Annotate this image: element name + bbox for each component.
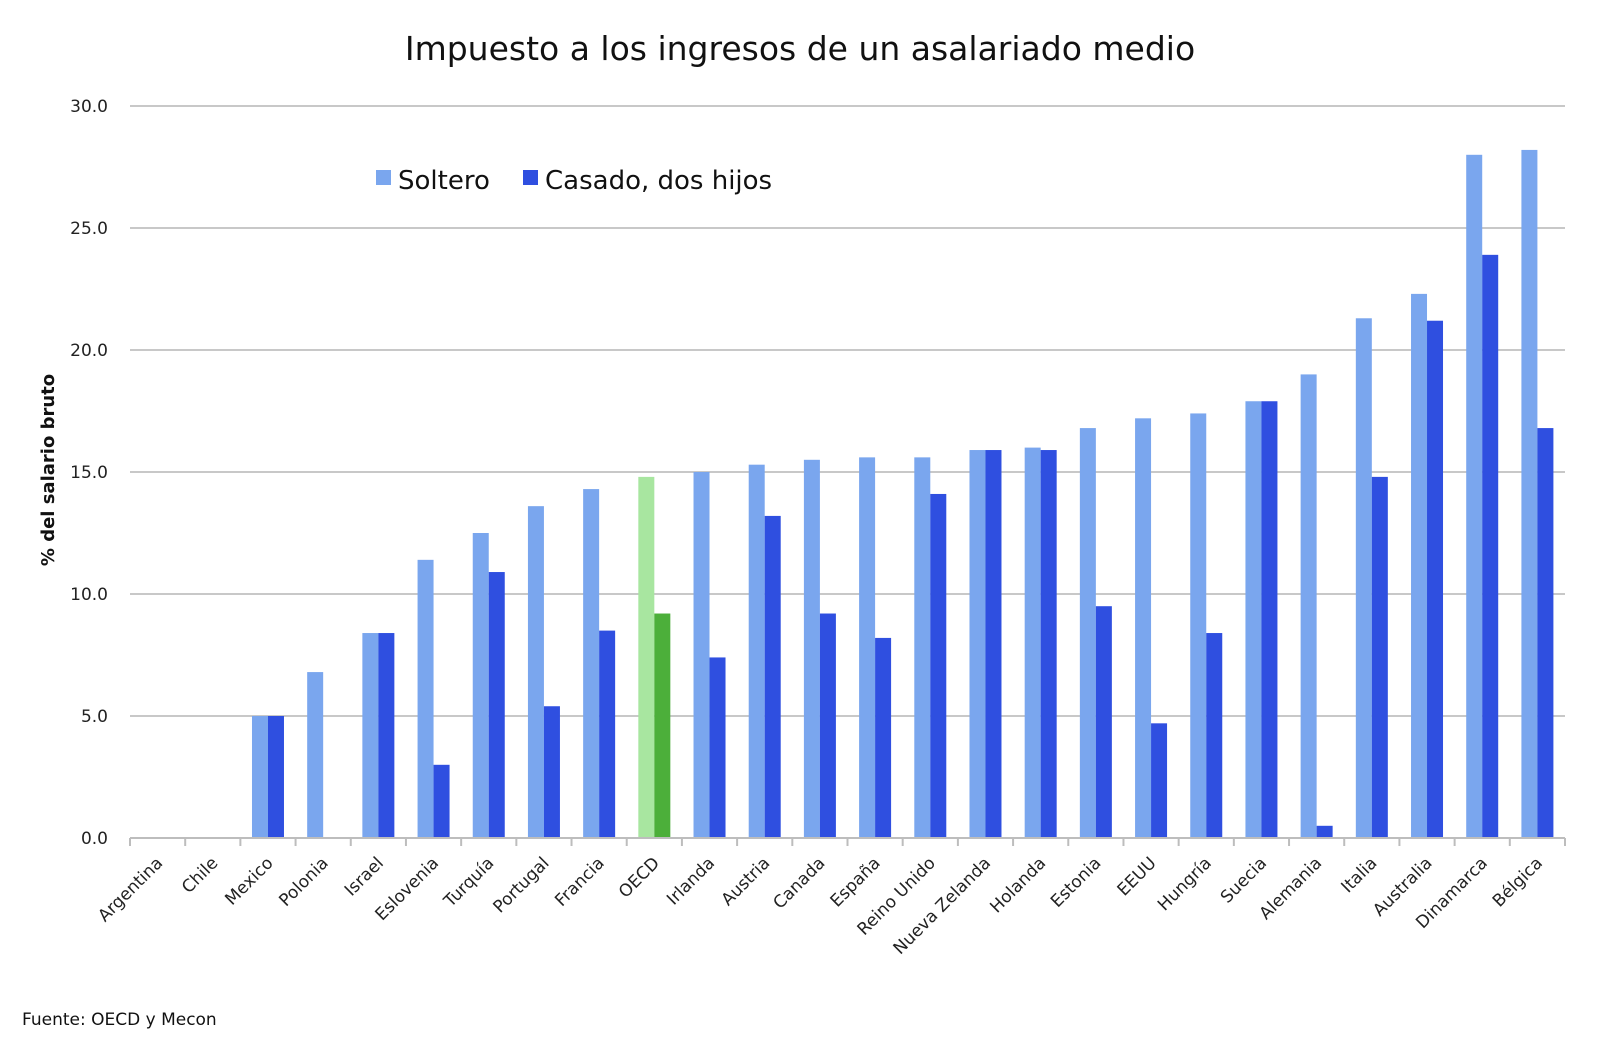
bar-soltero bbox=[1190, 413, 1207, 838]
bar-soltero bbox=[472, 533, 489, 838]
x-category-label: Israel bbox=[341, 853, 388, 900]
bar-casado bbox=[1261, 401, 1278, 838]
bar-soltero bbox=[1355, 318, 1372, 838]
y-axis-label: % del salario bruto bbox=[38, 374, 59, 566]
legend-swatch-soltero bbox=[376, 170, 391, 185]
bar-casado bbox=[543, 706, 560, 838]
bar-soltero bbox=[914, 457, 931, 838]
x-category-label: Estonia bbox=[1047, 853, 1105, 911]
bar-casado bbox=[1316, 825, 1333, 838]
x-category-label: Chile bbox=[178, 853, 222, 897]
bar-casado bbox=[819, 613, 836, 838]
bar-casado bbox=[1482, 254, 1499, 839]
bar-soltero bbox=[1521, 149, 1538, 839]
bar-casado bbox=[764, 515, 781, 838]
x-category-label: Francia bbox=[551, 853, 608, 910]
legend-label-casado: Casado, dos hijos bbox=[545, 166, 772, 196]
x-category-label: Portugal bbox=[490, 853, 554, 917]
x-category-label: Suecia bbox=[1217, 853, 1271, 907]
bar-soltero bbox=[1024, 447, 1041, 838]
legend-swatch-casado bbox=[523, 170, 538, 185]
bar-soltero bbox=[1245, 401, 1262, 838]
x-category-label: OECD bbox=[615, 853, 664, 902]
bar-casado bbox=[985, 450, 1002, 838]
bar-casado bbox=[709, 657, 726, 838]
x-category-label: Nueva Zelanda bbox=[890, 853, 995, 958]
x-category-label: Mexico bbox=[221, 853, 277, 909]
bar-soltero bbox=[1079, 428, 1096, 838]
x-axis bbox=[129, 837, 1566, 846]
x-category-label: Bélgica bbox=[1489, 853, 1547, 911]
y-tick-label: 25.0 bbox=[70, 219, 108, 239]
bar-casado bbox=[654, 613, 671, 838]
bar-casado bbox=[1040, 450, 1057, 838]
grid bbox=[130, 105, 1565, 717]
bar-soltero bbox=[307, 672, 324, 838]
bar-soltero bbox=[1300, 374, 1317, 838]
x-category-label: Irlanda bbox=[663, 853, 719, 909]
bar-soltero bbox=[1135, 418, 1152, 838]
bar-soltero bbox=[803, 459, 820, 838]
bar-soltero bbox=[969, 450, 986, 838]
x-category-label: EEUU bbox=[1114, 853, 1161, 900]
x-category-label: Austria bbox=[718, 853, 775, 910]
bar-soltero bbox=[638, 476, 655, 838]
bar-casado bbox=[267, 716, 284, 838]
bar-soltero bbox=[583, 489, 600, 838]
bar-soltero bbox=[693, 472, 710, 838]
y-tick-label: 15.0 bbox=[70, 463, 108, 483]
bars bbox=[251, 149, 1554, 839]
bar-casado bbox=[599, 630, 616, 838]
bar-casado bbox=[1537, 428, 1554, 838]
y-axis-ticks: 0.0 5.0 10.0 15.0 20.0 25.0 30.0 bbox=[70, 97, 108, 849]
bar-casado bbox=[1095, 606, 1112, 838]
x-category-label: Hungría bbox=[1154, 853, 1216, 915]
bar-soltero bbox=[527, 506, 544, 838]
bar-casado bbox=[488, 572, 505, 838]
x-category-label: Holanda bbox=[986, 853, 1050, 917]
bar-casado bbox=[1427, 320, 1444, 839]
bar-soltero bbox=[417, 559, 434, 838]
legend: Soltero Casado, dos hijos bbox=[376, 166, 772, 196]
bar-casado bbox=[930, 493, 947, 838]
y-tick-label: 20.0 bbox=[70, 341, 108, 361]
bar-casado bbox=[1371, 476, 1388, 838]
bar-soltero bbox=[1411, 293, 1428, 838]
bar-casado bbox=[433, 764, 450, 838]
bar-soltero bbox=[1466, 154, 1483, 839]
bar-soltero bbox=[251, 716, 268, 838]
bar-casado bbox=[875, 637, 892, 838]
legend-label-soltero: Soltero bbox=[398, 166, 490, 196]
source-note: Fuente: OECD y Mecon bbox=[22, 1010, 217, 1030]
chart-title: Impuesto a los ingresos de un asalariado… bbox=[405, 29, 1195, 68]
bar-casado bbox=[1151, 723, 1168, 838]
y-tick-label: 30.0 bbox=[70, 97, 108, 117]
x-category-label: Polonia bbox=[275, 853, 332, 910]
bar-soltero bbox=[362, 633, 379, 838]
y-tick-label: 10.0 bbox=[70, 585, 108, 605]
bar-soltero bbox=[748, 464, 765, 838]
x-category-label: Argentina bbox=[94, 853, 167, 926]
y-tick-label: 5.0 bbox=[81, 707, 108, 727]
bar-soltero bbox=[859, 457, 876, 838]
bar-casado bbox=[1206, 633, 1223, 838]
x-category-label: Italia bbox=[1338, 853, 1382, 897]
bar-casado bbox=[378, 633, 395, 838]
x-category-label: Canada bbox=[770, 853, 830, 913]
y-tick-label: 0.0 bbox=[81, 829, 108, 849]
